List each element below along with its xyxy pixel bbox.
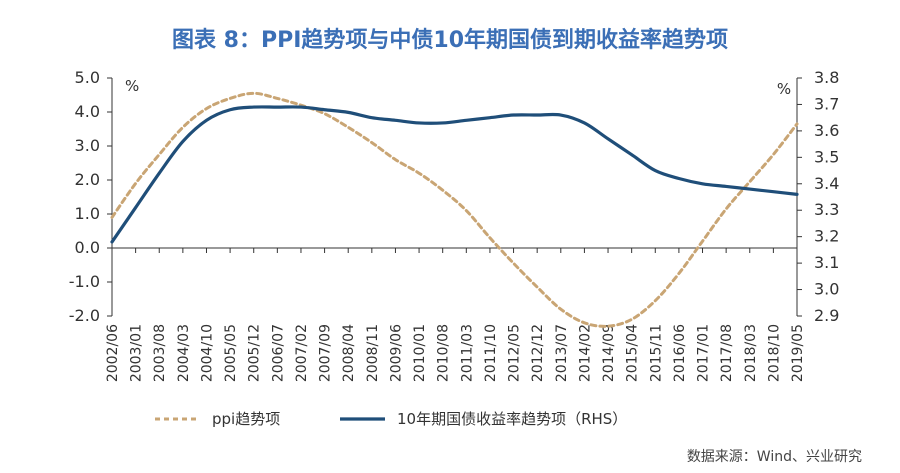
bond-yield-trend-line [110,105,799,244]
right-y-tick-label: 3.4 [814,174,839,193]
left-y-tick-label: 2.0 [75,170,100,189]
x-tick-label: 2005/12 [247,324,263,382]
legend-label-bond: 10年期国债收益率趋势项（RHS） [397,410,627,428]
x-tick-label: 2009/06 [388,324,404,382]
right-y-tick-label: 3.1 [814,253,839,272]
x-tick-label: 2007/09 [318,324,334,382]
ppi-trend-line [110,91,799,328]
left-y-tick-label: 3.0 [75,136,100,155]
x-tick-label: 2010/08 [436,324,452,382]
x-tick-label: 2008/11 [365,324,381,382]
right-y-tick-label: 3.7 [814,94,839,113]
series-layer [110,91,799,328]
left-y-tick-label: -1.0 [69,272,100,291]
x-tick-label: 2015/04 [625,324,641,382]
x-tick-label: 2017/08 [719,324,735,382]
x-tick-label: 2003/01 [129,324,145,382]
right-y-tick-label: 3.5 [814,147,839,166]
right-y-tick-label: 3.0 [814,280,839,299]
legend-label-ppi: ppi趋势项 [212,410,280,428]
right-y-tick-label: 2.9 [814,306,839,325]
right-y-tick-label: 3.2 [814,227,839,246]
x-tick-label: 2019/05 [790,324,806,382]
right-y-tick-label: 3.8 [814,68,839,87]
x-tick-label: 2018/10 [766,324,782,382]
x-tick-label: 2002/06 [105,324,121,382]
right-unit-label: % [777,80,791,98]
left-y-tick-label: 5.0 [75,68,100,87]
legend: ppi趋势项 10年期国债收益率趋势项（RHS） [155,410,627,428]
x-tick-label: 2003/08 [152,324,168,382]
x-tick-label: 2004/10 [199,324,215,382]
x-tick-label: 2011/10 [483,324,499,382]
chart-title: 图表 8：PPI趋势项与中债10年期国债到期收益率趋势项 [171,28,729,53]
x-tick-label: 2018/03 [743,324,759,382]
x-tick-label: 2012/05 [507,324,523,382]
x-tick-label: 2004/03 [176,324,192,382]
right-y-tick-label: 3.6 [814,121,839,140]
x-tick-label: 2005/05 [223,324,239,382]
x-tick-label: 2016/06 [672,324,688,382]
source-note: 数据来源：Wind、兴业研究 [686,449,862,465]
x-tick-label: 2014/09 [601,324,617,382]
x-tick-label: 2006/07 [270,324,286,382]
x-tick-label: 2007/02 [294,324,310,382]
x-tick-label: 2017/01 [696,324,712,382]
right-y-tick-label: 3.3 [814,200,839,219]
left-y-tick-label: 0.0 [75,238,100,257]
x-tick-label: 2008/04 [341,324,357,382]
x-tick-label: 2014/02 [577,324,593,382]
left-y-tick-label: -2.0 [69,306,100,325]
x-tick-label: 2015/11 [648,324,664,382]
x-tick-label: 2011/03 [459,324,475,382]
x-tick-label: 2012/12 [530,324,546,382]
left-unit-label: % [125,77,139,95]
left-y-tick-label: 1.0 [75,204,100,223]
left-y-tick-label: 4.0 [75,102,100,121]
x-tick-label: 2010/01 [412,324,428,382]
axes-layer: -2.0 -1.0 0.0 1.0 2.0 3.0 4.0 5.0 2.9 3.0 3.1 3.2 3.… [69,68,840,382]
x-tick-label: 2013/07 [554,324,570,382]
